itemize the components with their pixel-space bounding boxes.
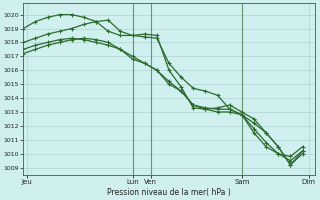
X-axis label: Pression niveau de la mer( hPa ): Pression niveau de la mer( hPa ) xyxy=(107,188,231,197)
